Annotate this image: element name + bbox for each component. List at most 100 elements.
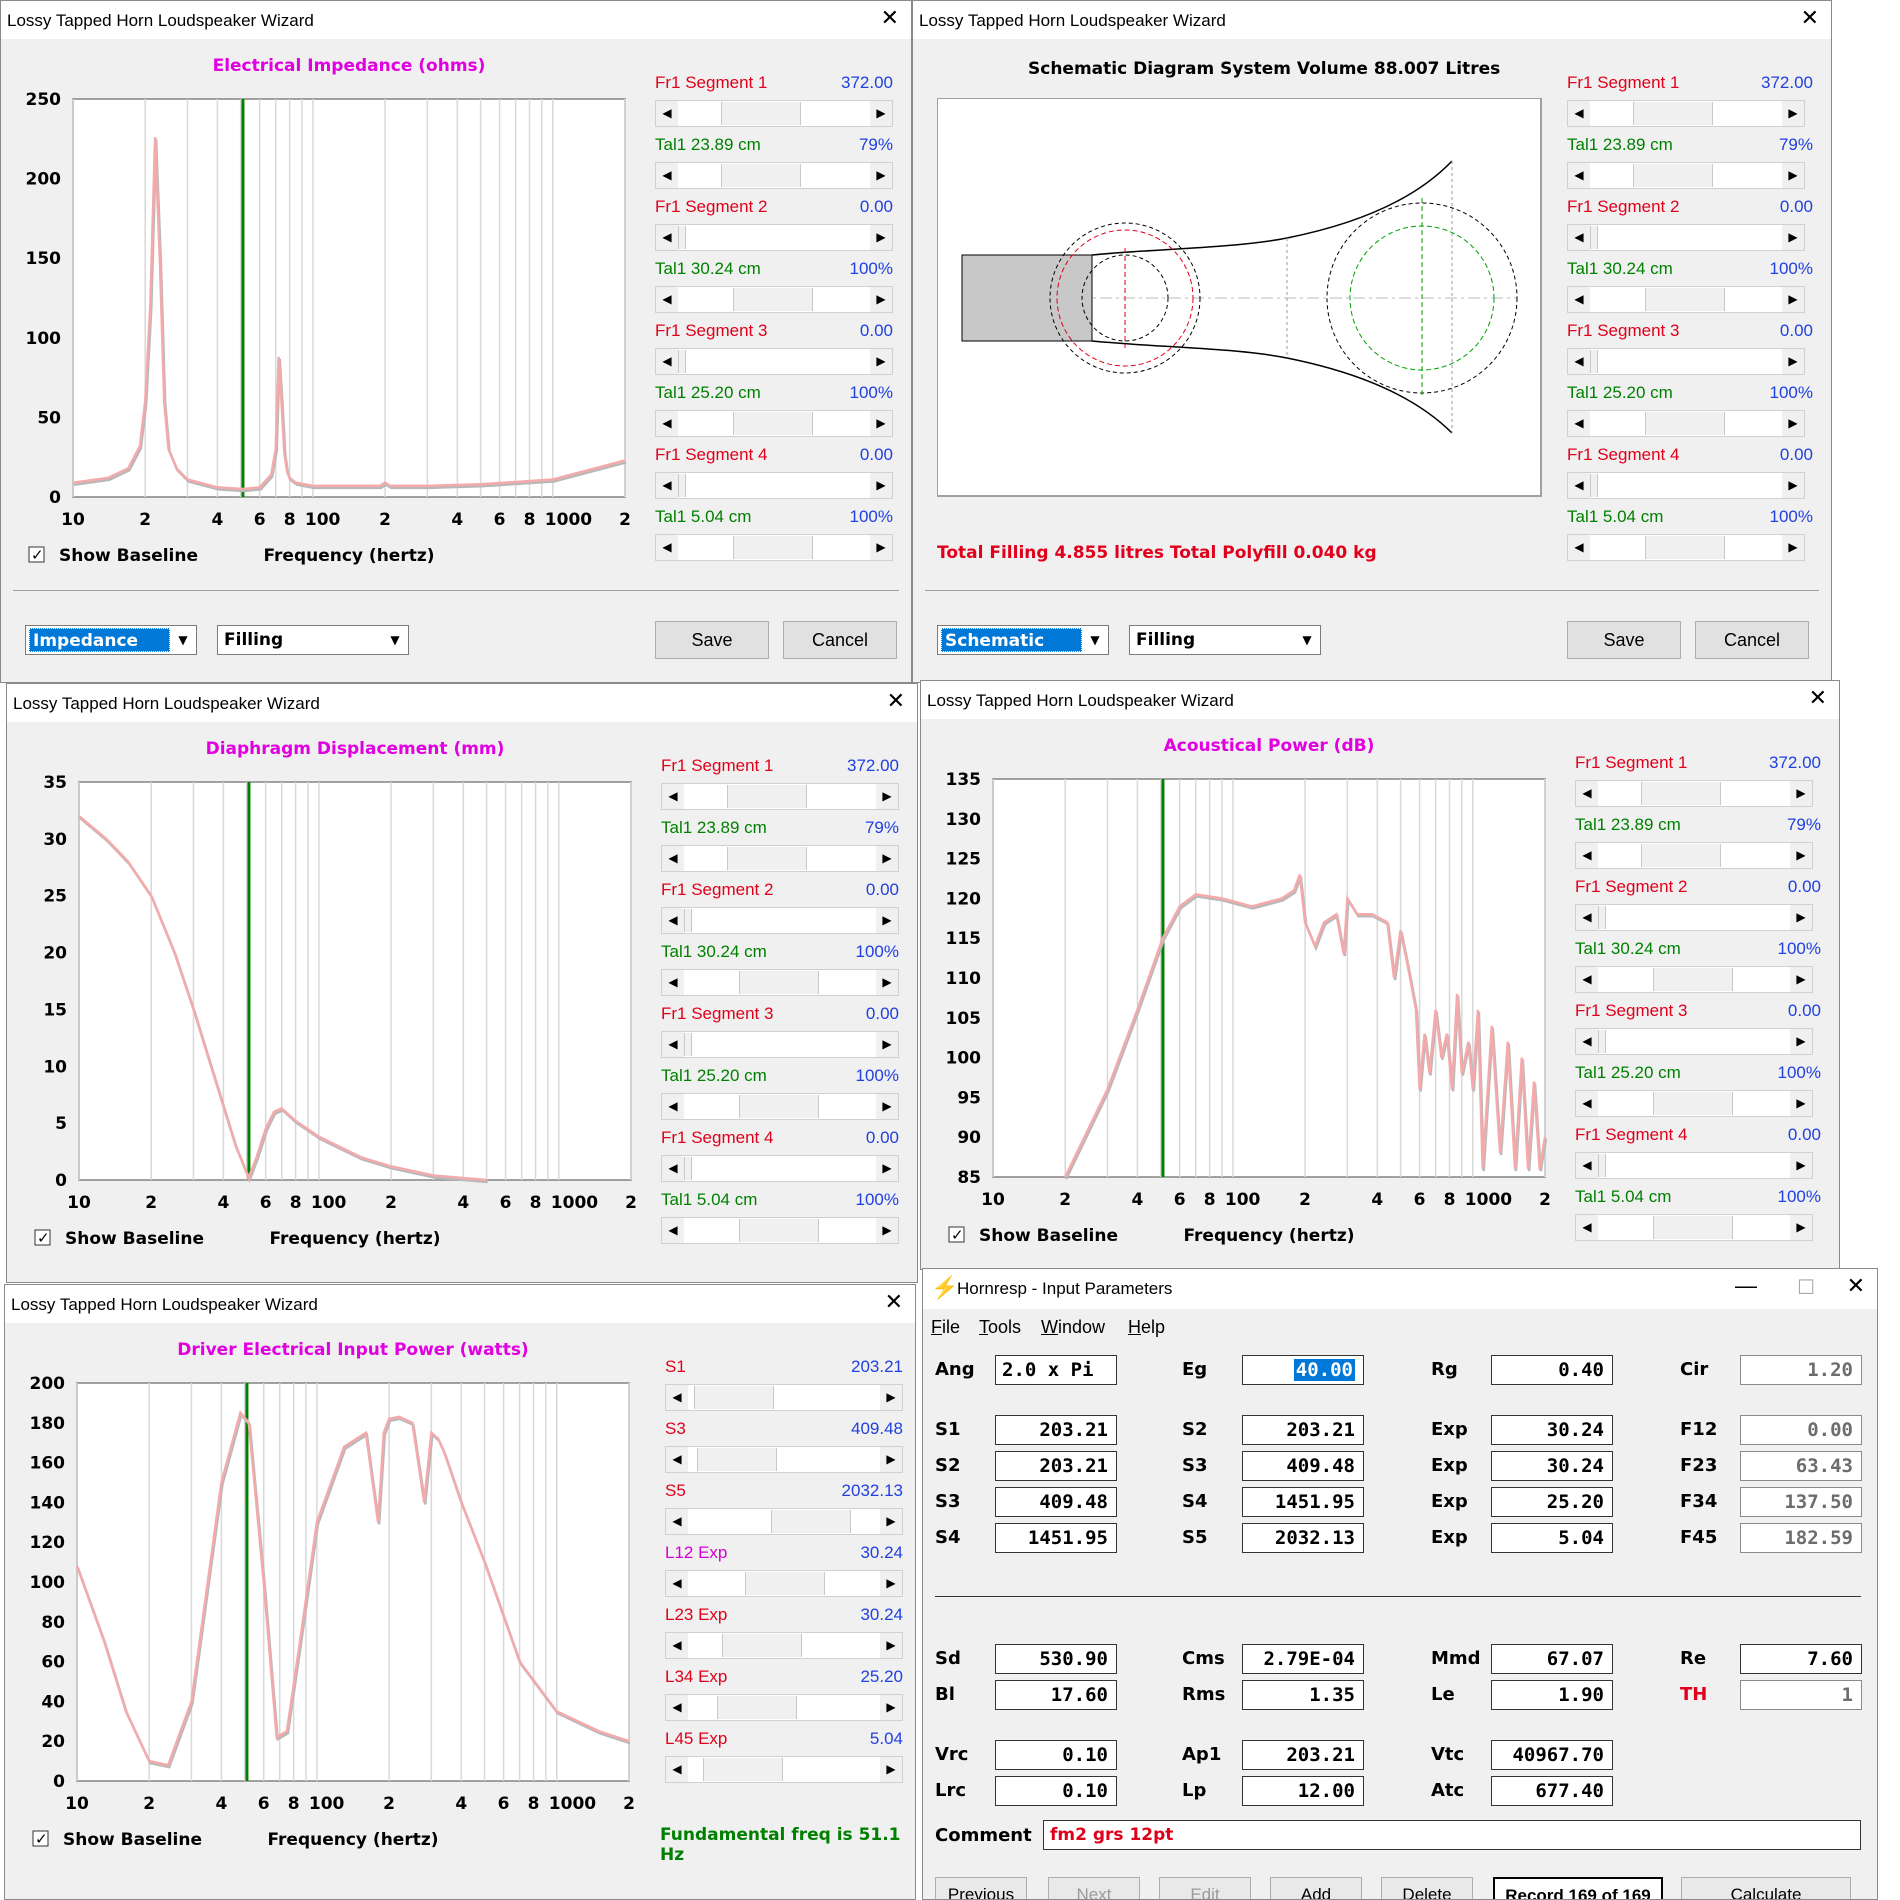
arrow-left-icon[interactable]: ◀: [1568, 101, 1590, 126]
arrow-left-icon[interactable]: ◀: [666, 1695, 688, 1720]
scrollbar[interactable]: ◀ ▶: [1575, 904, 1813, 931]
arrow-right-icon[interactable]: ▶: [1790, 1029, 1812, 1054]
scrollbar-thumb[interactable]: [1590, 350, 1598, 373]
scrollbar[interactable]: ◀ ▶: [1567, 100, 1805, 127]
arrow-right-icon[interactable]: ▶: [880, 1509, 902, 1534]
scrollbar[interactable]: ◀ ▶: [1575, 1090, 1813, 1117]
arrow-left-icon[interactable]: ◀: [662, 1032, 684, 1057]
param-field[interactable]: 1451.95: [1242, 1487, 1364, 1517]
arrow-right-icon[interactable]: ▶: [870, 163, 892, 188]
scrollbar[interactable]: ◀ ▶: [665, 1756, 903, 1783]
scrollbar-thumb[interactable]: [1598, 1154, 1606, 1177]
scrollbar-thumb[interactable]: [738, 1095, 819, 1118]
param-field[interactable]: 137.50: [1740, 1487, 1862, 1517]
arrow-right-icon[interactable]: ▶: [880, 1447, 902, 1472]
param-field[interactable]: 12.00: [1242, 1776, 1364, 1806]
arrow-right-icon[interactable]: ▶: [1782, 163, 1804, 188]
scrollbar-thumb[interactable]: [702, 1758, 783, 1781]
arrow-left-icon[interactable]: ◀: [662, 1094, 684, 1119]
param-field[interactable]: 203.21: [1242, 1740, 1364, 1770]
param-field[interactable]: 0.00: [1740, 1415, 1862, 1445]
param-field[interactable]: 0.10: [995, 1776, 1117, 1806]
param-field[interactable]: 2032.13: [1242, 1523, 1364, 1553]
arrow-right-icon[interactable]: ▶: [876, 908, 898, 933]
arrow-left-icon[interactable]: ◀: [1568, 225, 1590, 250]
scrollbar-thumb[interactable]: [1652, 1216, 1733, 1239]
param-field[interactable]: 40967.70: [1491, 1740, 1613, 1770]
scrollbar-thumb[interactable]: [732, 288, 813, 311]
arrow-right-icon[interactable]: ▶: [880, 1695, 902, 1720]
cancel-button[interactable]: Cancel: [783, 621, 897, 659]
scrollbar-thumb[interactable]: [693, 1386, 774, 1409]
arrow-left-icon[interactable]: ◀: [1576, 905, 1598, 930]
param-field[interactable]: 17.60: [995, 1680, 1117, 1710]
param-field[interactable]: 1.90: [1491, 1680, 1613, 1710]
scrollbar[interactable]: ◀ ▶: [655, 286, 893, 313]
param-field[interactable]: 530.90: [995, 1644, 1117, 1674]
scrollbar[interactable]: ◀ ▶: [665, 1508, 903, 1535]
param-field[interactable]: 30.24: [1491, 1415, 1613, 1445]
arrow-right-icon[interactable]: ▶: [1790, 1153, 1812, 1178]
scrollbar[interactable]: ◀ ▶: [1567, 286, 1805, 313]
show-baseline-checkbox[interactable]: [32, 1830, 49, 1847]
arrow-left-icon[interactable]: ◀: [1576, 1153, 1598, 1178]
scrollbar-thumb[interactable]: [738, 1219, 819, 1242]
scrollbar[interactable]: ◀ ▶: [655, 472, 893, 499]
scrollbar[interactable]: ◀ ▶: [661, 1155, 899, 1182]
scrollbar[interactable]: ◀ ▶: [655, 410, 893, 437]
scrollbar-thumb[interactable]: [1590, 226, 1598, 249]
arrow-right-icon[interactable]: ▶: [880, 1571, 902, 1596]
scrollbar[interactable]: ◀ ▶: [661, 907, 899, 934]
show-baseline-checkbox[interactable]: [948, 1226, 965, 1243]
scrollbar-thumb[interactable]: [684, 909, 692, 932]
arrow-right-icon[interactable]: ▶: [1782, 411, 1804, 436]
param-field[interactable]: 409.48: [1242, 1451, 1364, 1481]
scrollbar[interactable]: ◀ ▶: [655, 100, 893, 127]
arrow-left-icon[interactable]: ◀: [1568, 473, 1590, 498]
comment-field[interactable]: fm2 grs 12pt: [1043, 1820, 1861, 1850]
scrollbar-thumb[interactable]: [678, 226, 686, 249]
arrow-right-icon[interactable]: ▶: [1790, 1215, 1812, 1240]
param-field[interactable]: 203.21: [1242, 1415, 1364, 1445]
arrow-right-icon[interactable]: ▶: [870, 225, 892, 250]
scrollbar[interactable]: ◀ ▶: [661, 845, 899, 872]
arrow-right-icon[interactable]: ▶: [876, 1218, 898, 1243]
scrollbar-thumb[interactable]: [1598, 906, 1606, 929]
scrollbar-thumb[interactable]: [721, 102, 802, 125]
arrow-left-icon[interactable]: ◀: [656, 287, 678, 312]
arrow-left-icon[interactable]: ◀: [1576, 781, 1598, 806]
arrow-left-icon[interactable]: ◀: [1568, 411, 1590, 436]
arrow-right-icon[interactable]: ▶: [876, 1094, 898, 1119]
param-field[interactable]: 0.10: [995, 1740, 1117, 1770]
scrollbar[interactable]: ◀ ▶: [1567, 348, 1805, 375]
arrow-right-icon[interactable]: ▶: [870, 349, 892, 374]
param-field[interactable]: 182.59: [1740, 1523, 1862, 1553]
scrollbar[interactable]: ◀ ▶: [661, 1093, 899, 1120]
arrow-left-icon[interactable]: ◀: [656, 349, 678, 374]
scrollbar[interactable]: ◀ ▶: [1575, 1028, 1813, 1055]
arrow-right-icon[interactable]: ▶: [1790, 1091, 1812, 1116]
scrollbar-thumb[interactable]: [1590, 474, 1598, 497]
menu-window[interactable]: Window: [1041, 1317, 1106, 1337]
scrollbar-thumb[interactable]: [1644, 288, 1725, 311]
show-baseline-checkbox[interactable]: [34, 1229, 51, 1246]
close-icon[interactable]: ✕: [1808, 685, 1827, 710]
arrow-left-icon[interactable]: ◀: [1568, 349, 1590, 374]
arrow-right-icon[interactable]: ▶: [876, 1156, 898, 1181]
scrollbar-thumb[interactable]: [1641, 844, 1722, 867]
view-mode-dropdown[interactable]: Schematic ▼: [937, 625, 1109, 655]
show-baseline-checkbox[interactable]: [28, 546, 45, 563]
param-field[interactable]: 203.21: [995, 1415, 1117, 1445]
scrollbar[interactable]: ◀ ▶: [1575, 966, 1813, 993]
arrow-right-icon[interactable]: ▶: [880, 1385, 902, 1410]
scrollbar[interactable]: ◀ ▶: [655, 348, 893, 375]
arrow-right-icon[interactable]: ▶: [1782, 473, 1804, 498]
arrow-left-icon[interactable]: ◀: [1568, 287, 1590, 312]
arrow-right-icon[interactable]: ▶: [1790, 843, 1812, 868]
scrollbar[interactable]: ◀ ▶: [661, 1217, 899, 1244]
menu-file[interactable]: File: [931, 1317, 961, 1337]
arrow-left-icon[interactable]: ◀: [1568, 163, 1590, 188]
next-button[interactable]: Next: [1048, 1877, 1140, 1899]
scrollbar-thumb[interactable]: [1633, 164, 1714, 187]
scrollbar[interactable]: ◀ ▶: [1575, 842, 1813, 869]
